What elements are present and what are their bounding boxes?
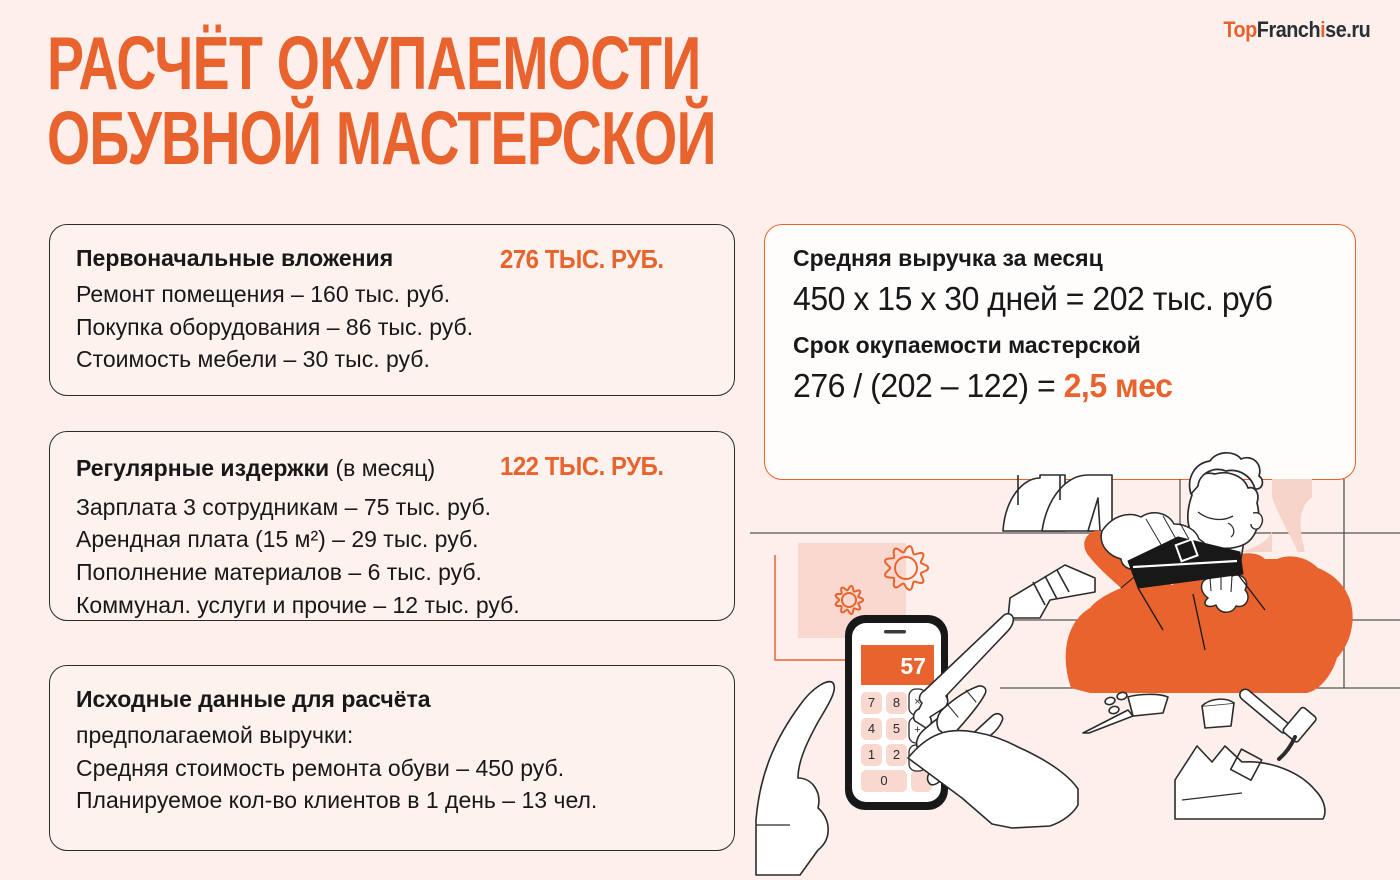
svg-text:0: 0 bbox=[880, 773, 887, 788]
svg-text:7: 7 bbox=[868, 695, 875, 710]
svg-text:2: 2 bbox=[893, 747, 900, 762]
svg-text:1: 1 bbox=[868, 747, 875, 762]
svg-text:57: 57 bbox=[900, 653, 926, 679]
svg-text:5: 5 bbox=[893, 721, 900, 736]
svg-text:8: 8 bbox=[893, 695, 900, 710]
svg-text:4: 4 bbox=[868, 721, 875, 736]
